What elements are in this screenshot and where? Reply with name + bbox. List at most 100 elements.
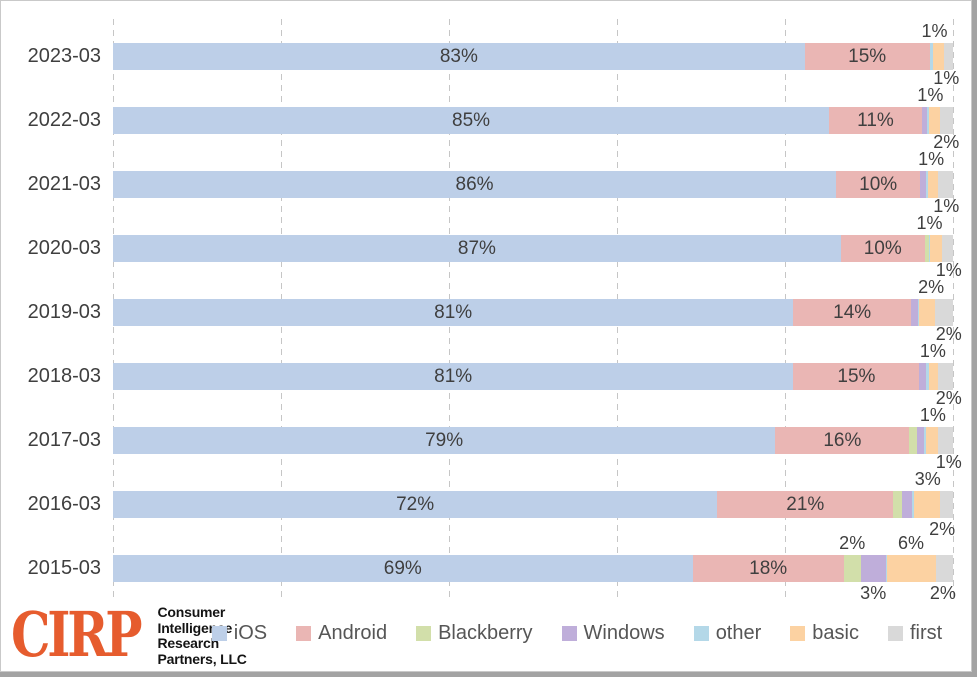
bar-row: 69% 18% [113, 555, 953, 582]
data-label-android: 10% [859, 174, 898, 195]
bar-segment-basic [928, 363, 938, 390]
bar-segment-windows [911, 299, 918, 326]
cirp-logo-wordmark: CIRP [11, 598, 143, 671]
bar-segment-basic [887, 555, 937, 582]
data-label-android: 14% [833, 302, 872, 323]
legend-swatch-basic [790, 625, 806, 641]
bar-segment-ios [113, 107, 830, 134]
legend-item-basic: basic [790, 622, 859, 645]
bar-segment-other [926, 107, 929, 134]
data-label-android: 15% [837, 366, 876, 387]
bar-segment-other [926, 171, 928, 198]
legend-item-ios: iOS [211, 621, 268, 645]
legend: iOS Android Blackberry Windows other basic fir… [197, 613, 957, 653]
category-label: 2022-03 [27, 109, 101, 131]
data-label-small: 2% [839, 533, 866, 553]
bar-segment-windows [921, 107, 927, 134]
data-label-small: 1% [935, 260, 962, 280]
bar-segment-windows [916, 427, 925, 454]
bar-segment-basic [927, 171, 938, 198]
legend-swatch-first [887, 625, 903, 641]
data-label-small: 1% [933, 68, 960, 88]
legend-label: iOS [233, 621, 268, 644]
legend-item-android: Android [296, 622, 387, 645]
bar-row: 81% 15% [113, 363, 953, 390]
logo-line: Consumer [157, 604, 226, 620]
data-label-small: 2% [929, 583, 956, 603]
bar-segment-basic [926, 427, 938, 454]
legend-swatch-windows [561, 625, 577, 641]
data-label-small: 1% [933, 196, 960, 216]
data-label-small: 2% [918, 277, 945, 297]
bar-segment-ios [113, 555, 693, 582]
bar-row: 72% 21% [113, 491, 953, 518]
data-label-small: 2% [935, 324, 962, 344]
bar-segment-ios [113, 299, 794, 326]
category-label: 2015-03 [27, 557, 101, 579]
bar-segment-ios [113, 363, 794, 390]
bar-segment-other [924, 427, 927, 454]
legend-label: Blackberry [438, 621, 533, 644]
category-label: 2018-03 [27, 365, 101, 387]
bar-row: 86% 10% [113, 171, 953, 198]
data-label-small: 1% [919, 405, 946, 425]
bar-segment-ios [113, 43, 805, 70]
legend-label: Android [318, 621, 388, 644]
bar-segment-ios [113, 427, 776, 454]
bar-segment-basic [928, 107, 941, 134]
logo-line: Research [157, 635, 220, 651]
bar-segment-android [775, 427, 910, 454]
gridline [952, 19, 954, 601]
bar-segment-other [885, 555, 888, 582]
legend-item-windows: Windows [561, 622, 665, 645]
bar-segment-ios [113, 171, 837, 198]
legend-label: other [715, 621, 762, 644]
legend-swatch-android [296, 625, 312, 641]
category-label: 2016-03 [27, 493, 101, 515]
legend-item-other: other [693, 621, 762, 645]
data-label-small: 3% [914, 469, 941, 489]
bar-segment-android [793, 363, 920, 390]
bar-segment-ios [113, 491, 718, 518]
bar-segment-basic [930, 235, 943, 262]
bar-segment-android [692, 555, 844, 582]
legend-label: first [909, 621, 943, 644]
category-label: 2020-03 [27, 237, 101, 259]
bar-segment-first [939, 491, 953, 518]
legend-item-first: first [887, 621, 943, 645]
data-label-small: 1% [918, 149, 945, 169]
bar-segment-first [934, 299, 953, 326]
bar-segment-first [936, 555, 953, 582]
data-label-android: 16% [823, 430, 862, 451]
data-label-small: 1% [916, 213, 943, 233]
bar-segment-basic [914, 491, 940, 518]
data-label-ios: 86% [455, 174, 494, 195]
data-label-android: 10% [863, 238, 902, 259]
bar-segment-windows [920, 171, 927, 198]
category-label: 2023-03 [27, 45, 101, 67]
data-label-small: 2% [929, 519, 956, 539]
cirp-logo: CIRP Consumer Intelligence Research Part… [11, 603, 247, 667]
bar-segment-blackberry [909, 427, 917, 454]
data-label-ios: 69% [383, 558, 422, 579]
bar-segment-windows [860, 555, 886, 582]
category-label: 2019-03 [27, 301, 101, 323]
bar-segment-android [829, 107, 922, 134]
data-label-small: 3% [860, 583, 887, 603]
data-label-small: 1% [917, 85, 944, 105]
bar-segment-blackberry [893, 491, 902, 518]
logo-line: Partners, LLC [157, 650, 247, 667]
bar-segment-other [928, 235, 931, 262]
bar-segment-android [836, 171, 921, 198]
data-label-small: 1% [919, 341, 946, 361]
bar-segment-other [929, 43, 933, 70]
bar-segment-first [940, 107, 953, 134]
data-label-android: 11% [857, 110, 894, 131]
data-label-ios: 81% [434, 302, 473, 323]
bar-segment-basic [933, 43, 944, 70]
data-label-ios: 87% [457, 238, 496, 259]
bar-segment-first [937, 171, 953, 198]
bar-row: 79% 16% [113, 427, 953, 454]
data-label-android: 15% [848, 46, 887, 67]
